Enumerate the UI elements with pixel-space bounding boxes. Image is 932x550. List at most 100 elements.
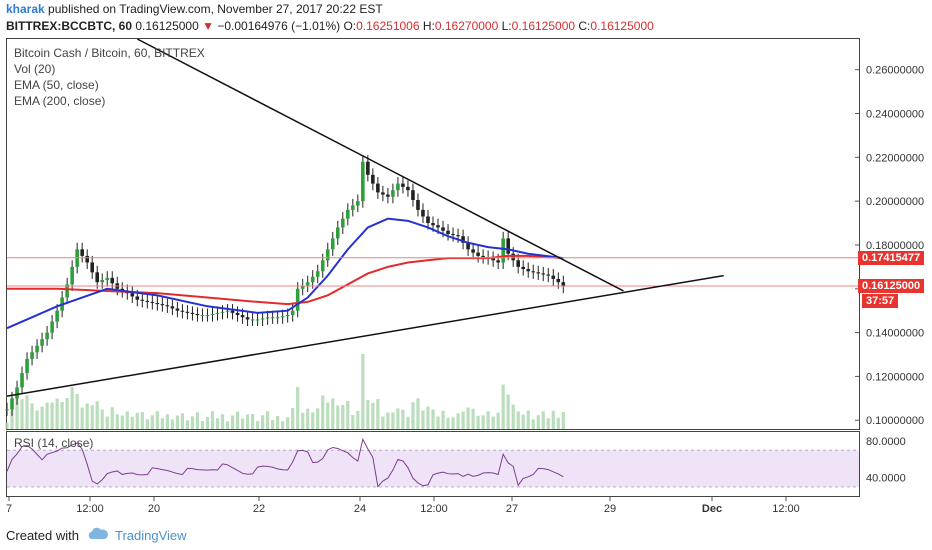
volume-bar bbox=[426, 406, 430, 429]
publish-info: kharak published on TradingView.com, Nov… bbox=[6, 2, 383, 16]
volume-bar bbox=[140, 412, 144, 429]
author-link[interactable]: kharak bbox=[6, 2, 45, 16]
y-tick-label: 0.18000000 bbox=[866, 240, 924, 252]
volume-bar bbox=[431, 409, 435, 429]
volume-bar bbox=[30, 403, 34, 429]
volume-bar bbox=[235, 411, 240, 429]
candle-body bbox=[145, 300, 150, 302]
candle-body bbox=[506, 238, 510, 254]
candle-body bbox=[155, 303, 160, 305]
tradingview-brand[interactable]: TradingView bbox=[114, 527, 187, 543]
volume-bar bbox=[215, 418, 220, 429]
price-chart-panel[interactable] bbox=[6, 38, 860, 430]
candle-body bbox=[135, 296, 140, 300]
candle-body bbox=[175, 308, 180, 311]
low-key: L: bbox=[501, 19, 512, 33]
volume-bar bbox=[20, 399, 24, 429]
published-text: published on TradingView.com, November 2… bbox=[48, 2, 383, 16]
y-tick-label: 0.26000000 bbox=[866, 65, 924, 77]
candle-body bbox=[501, 238, 505, 263]
candle-body bbox=[461, 236, 465, 243]
volume-bar bbox=[261, 415, 265, 429]
y-tick-label: 0.20000000 bbox=[866, 196, 924, 208]
volume-bar bbox=[386, 412, 390, 429]
candle-body bbox=[361, 161, 365, 202]
candle-body bbox=[551, 275, 556, 279]
candle-body bbox=[300, 285, 305, 289]
volume-bar bbox=[476, 415, 480, 429]
candle-body bbox=[411, 190, 415, 201]
ema50-legend: EMA (50, close) bbox=[14, 78, 99, 92]
volume-bar bbox=[200, 421, 205, 429]
volume-bar bbox=[220, 414, 225, 429]
candle-body bbox=[346, 209, 350, 219]
candle-body bbox=[441, 227, 445, 231]
rsi-legend: RSI (14, close) bbox=[14, 436, 94, 450]
candle-body bbox=[200, 315, 205, 317]
volume-bar bbox=[511, 404, 515, 429]
candle-body bbox=[496, 260, 500, 263]
volume-bar bbox=[341, 405, 345, 429]
candle-body bbox=[225, 310, 230, 312]
candle-body bbox=[456, 235, 460, 237]
candle-body bbox=[446, 230, 450, 234]
candle-body bbox=[240, 315, 245, 318]
volume-bar bbox=[40, 406, 44, 429]
low-value: 0.16125000 bbox=[511, 19, 576, 33]
candle-body bbox=[5, 409, 9, 411]
close-key: C: bbox=[578, 19, 591, 33]
candle-body bbox=[315, 271, 320, 277]
volume-bar bbox=[250, 414, 255, 429]
open-value: 0.16251006 bbox=[356, 19, 420, 33]
ema-level-badge: 0.17415477 bbox=[858, 251, 925, 265]
candle-body bbox=[451, 234, 455, 236]
candle-body bbox=[235, 312, 240, 316]
volume-bar bbox=[185, 420, 190, 429]
candle-body bbox=[351, 205, 355, 210]
candle-body bbox=[260, 318, 265, 320]
volume-bar bbox=[130, 416, 134, 429]
volume-bar bbox=[120, 415, 124, 429]
volume-bar bbox=[331, 398, 335, 429]
volume-bar bbox=[225, 421, 230, 429]
volume-bar bbox=[471, 408, 475, 429]
candle-body bbox=[150, 301, 155, 304]
volume-bar bbox=[190, 416, 195, 429]
candle-body bbox=[85, 255, 89, 263]
volume-bar bbox=[145, 419, 149, 429]
volume-bar bbox=[165, 414, 169, 429]
volume-bar bbox=[306, 408, 310, 429]
volume-bar bbox=[441, 410, 445, 429]
candle-body bbox=[546, 274, 551, 276]
volume-bar bbox=[436, 416, 440, 429]
candle-body bbox=[130, 293, 135, 297]
candle-body bbox=[65, 284, 69, 298]
volume-bar bbox=[366, 400, 370, 429]
timer-badge: 37:57 bbox=[862, 294, 899, 308]
candle-body bbox=[376, 183, 380, 193]
candle-body bbox=[210, 313, 215, 316]
y-tick-label: 0.10000000 bbox=[866, 415, 924, 427]
candle-body bbox=[421, 209, 425, 217]
candle-body bbox=[556, 278, 561, 283]
volume-bar bbox=[311, 412, 315, 429]
volume-bar bbox=[506, 394, 510, 429]
volume-bar bbox=[276, 416, 280, 429]
x-tick-label: 12:00 bbox=[76, 503, 104, 515]
volume-bar bbox=[346, 401, 350, 429]
candle-body bbox=[406, 186, 410, 191]
volume-bar bbox=[170, 419, 174, 429]
candle-body bbox=[220, 311, 225, 313]
candle-body bbox=[531, 271, 536, 273]
volume-bar bbox=[561, 412, 565, 429]
volume-bar bbox=[381, 416, 385, 429]
candle-body bbox=[325, 249, 330, 261]
candle-body bbox=[10, 398, 14, 410]
volume-bar bbox=[85, 403, 89, 429]
volume-bar bbox=[411, 402, 415, 429]
candle-body bbox=[290, 310, 295, 316]
volume-bar bbox=[230, 415, 235, 429]
candle-body bbox=[561, 282, 566, 287]
candle-body bbox=[521, 266, 526, 270]
